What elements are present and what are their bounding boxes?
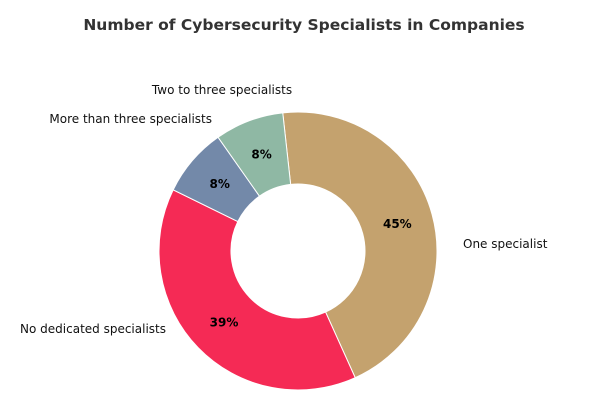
slice-category-label: One specialist xyxy=(463,237,548,251)
donut-slice xyxy=(217,112,292,197)
slice-percent-label: 39% xyxy=(210,316,239,330)
slice-percent-label: 45% xyxy=(383,217,412,231)
slice-category-label: More than three specialists xyxy=(49,112,212,126)
slice-category-label: No dedicated specialists xyxy=(20,322,166,336)
slice-percent-label: 8% xyxy=(251,148,271,162)
slice-percent-label: 8% xyxy=(209,177,229,191)
donut-slices xyxy=(158,111,438,391)
slice-labels: 45% One specialist 39% No dedicated special… xyxy=(20,83,548,336)
chart-title: Number of Cybersecurity Specialists in C… xyxy=(83,16,524,34)
donut-slice xyxy=(282,111,438,379)
slice-category-label: Two to three specialists xyxy=(151,83,292,97)
donut-slice xyxy=(158,189,356,391)
